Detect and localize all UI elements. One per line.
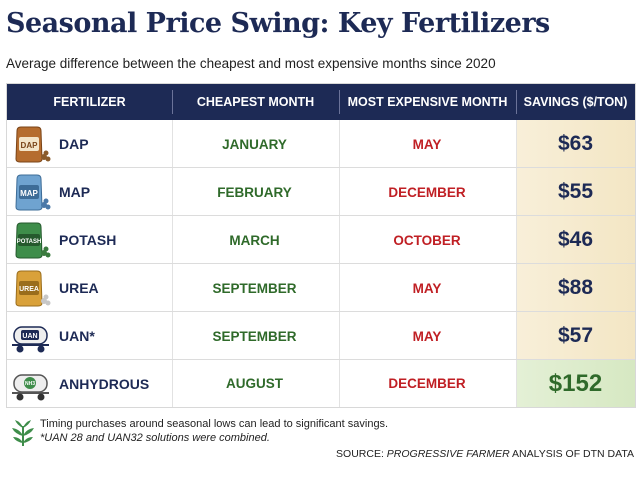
source-publication: PROGRESSIVE FARMER — [386, 448, 510, 460]
page-subtitle: Average difference between the cheapest … — [6, 56, 496, 71]
fertilizer-name: POTASH — [59, 232, 117, 248]
cheapest-month: FEBRUARY — [217, 184, 292, 200]
fertilizer-bag-icon: UREA — [11, 269, 51, 307]
row-divider — [7, 167, 635, 168]
header-cheapest-month: CHEAPEST MONTH — [196, 95, 315, 109]
header-fertilizer: FERTILIZER — [53, 95, 126, 109]
cheapest-month: MARCH — [229, 232, 280, 248]
savings-value: $152 — [548, 369, 603, 397]
page-title: Seasonal Price Swing: Key Fertilizers — [6, 8, 550, 39]
row-divider — [7, 263, 635, 264]
row-divider — [7, 215, 635, 216]
fertilizer-bag-icon: DAP — [11, 125, 51, 163]
table-row: NH3 ANHYDROUS AUGUST DECEMBER $152 — [7, 360, 635, 407]
savings-value: $46 — [557, 228, 594, 251]
source-credit: SOURCE: PROGRESSIVE FARMER ANALYSIS OF D… — [336, 448, 634, 460]
fertilizer-name: MAP — [59, 184, 91, 200]
fertilizer-name: UAN* — [59, 328, 95, 344]
fertilizer-bag-icon: MAP — [11, 173, 51, 211]
cheapest-month: JANUARY — [222, 136, 287, 152]
bag-label: UREA — [19, 286, 39, 293]
fertilizer-name: ANHYDROUS — [59, 375, 150, 392]
bag-label: MAP — [20, 189, 38, 198]
most-expensive-month: OCTOBER — [393, 232, 461, 248]
savings-highlight — [516, 360, 635, 407]
tank-trailer-icon: NH3 — [11, 365, 51, 403]
table-header: FERTILIZER CHEAPEST MONTH MOST EXPENSIVE… — [7, 84, 635, 120]
savings-value: $55 — [557, 180, 594, 203]
table-row: POTASH POTASH MARCH OCTOBER $46 — [7, 216, 635, 264]
table-row: UAN UAN* SEPTEMBER MAY $57 — [7, 312, 635, 360]
tank-label: NH3 — [25, 381, 35, 387]
footnote-savings: Timing purchases around seasonal lows ca… — [40, 418, 389, 430]
table-row: MAP MAP FEBRUARY DECEMBER $55 — [7, 168, 635, 216]
fertilizer-bag-icon: POTASH — [11, 221, 51, 259]
header-savings: SAVINGS ($/TON) — [523, 95, 628, 109]
savings-value: $57 — [557, 324, 594, 347]
row-divider — [7, 359, 635, 360]
most-expensive-month: DECEMBER — [388, 376, 466, 391]
savings-value: $88 — [557, 276, 594, 299]
fertilizer-name: UREA — [59, 280, 99, 296]
savings-value: $63 — [557, 132, 594, 155]
source-suffix: ANALYSIS OF DTN DATA — [509, 448, 634, 460]
cheapest-month: SEPTEMBER — [212, 328, 297, 344]
wheat-sprout-icon — [8, 418, 38, 448]
bag-label: DAP — [21, 141, 39, 150]
header-divider — [516, 90, 517, 114]
source-prefix: SOURCE: — [336, 448, 387, 460]
cheapest-month: SEPTEMBER — [212, 280, 297, 296]
most-expensive-month: MAY — [412, 280, 442, 296]
fertilizer-name: DAP — [59, 136, 89, 152]
tank-trailer-icon: UAN — [11, 317, 51, 355]
most-expensive-month: MAY — [412, 136, 442, 152]
header-divider — [339, 90, 340, 114]
most-expensive-month: MAY — [412, 328, 442, 344]
fertilizer-table: FERTILIZER CHEAPEST MONTH MOST EXPENSIVE… — [6, 83, 636, 408]
cheapest-month: AUGUST — [226, 376, 283, 391]
header-most-expensive-month: MOST EXPENSIVE MONTH — [347, 95, 508, 109]
header-divider — [172, 90, 173, 114]
footnote-uan: *UAN 28 and UAN32 solutions were combine… — [40, 432, 270, 444]
row-divider — [7, 311, 635, 312]
table-row: DAP DAP JANUARY MAY $63 — [7, 120, 635, 168]
table-row: UREA UREA SEPTEMBER MAY $88 — [7, 264, 635, 312]
tank-label: UAN — [22, 333, 37, 340]
most-expensive-month: DECEMBER — [388, 184, 466, 200]
bag-label: POTASH — [17, 239, 42, 245]
